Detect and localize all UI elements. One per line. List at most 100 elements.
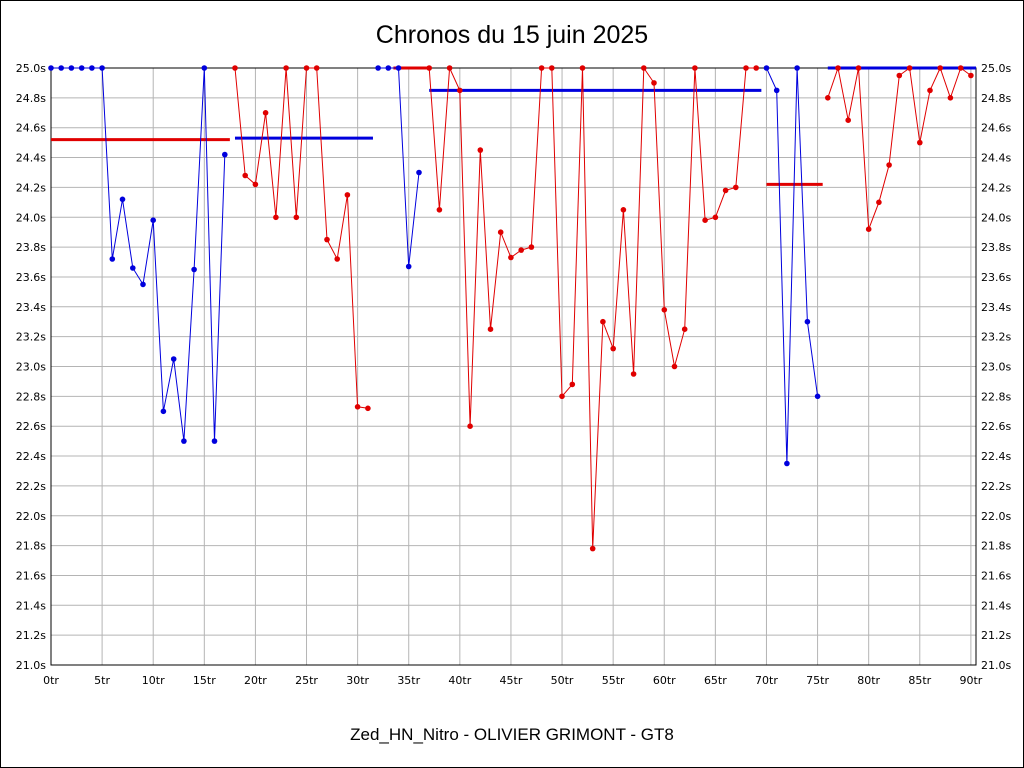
y-axis-tick-label-right: 25.0s (981, 62, 1011, 75)
x-axis-tick-label: 45tr (500, 674, 523, 687)
data-point-red (620, 207, 627, 213)
data-point-blue (784, 460, 790, 467)
data-point-red (937, 65, 943, 71)
chart-title: Chronos du 15 juin 2025 (375, 21, 649, 49)
data-point-blue (89, 65, 95, 71)
data-point-red (712, 214, 719, 221)
data-point-red (733, 184, 739, 191)
y-axis-tick-label-right: 21.4s (981, 599, 1011, 612)
data-point-red (589, 545, 596, 552)
data-point-red (835, 65, 841, 71)
data-point-red (518, 247, 524, 253)
data-point-blue (119, 196, 126, 203)
data-point-red (242, 172, 248, 179)
chart-footer: Zed_HN_Nitro - OLIVIER GRIMONT - GT8 (350, 725, 674, 744)
series-chrono-rouge (232, 65, 974, 552)
data-point-red (651, 80, 657, 86)
y-axis-tick-label-right: 23.4s (981, 301, 1011, 314)
plot-border (50, 67, 977, 666)
data-point-red (334, 256, 341, 262)
data-point-red (365, 405, 371, 412)
data-point-red (232, 65, 238, 71)
data-point-blue (160, 408, 167, 415)
data-point-red (876, 199, 882, 206)
data-point-red (283, 65, 289, 71)
data-point-blue (170, 356, 177, 362)
data-point-red (906, 65, 913, 71)
data-point-blue (375, 65, 381, 71)
y-axis-tick-label-right: 22.4s (981, 450, 1011, 463)
y-axis-tick-label-left: 22.0s (16, 510, 46, 523)
data-point-red (743, 65, 749, 71)
x-axis-tick-label: 50tr (551, 674, 574, 687)
data-point-red (917, 139, 923, 146)
x-axis-tick-label: 90tr (959, 674, 982, 687)
y-axis-tick-label-left: 23.4s (16, 301, 46, 314)
data-point-red (303, 65, 310, 71)
data-point-blue (804, 318, 811, 325)
data-point-blue (78, 65, 85, 71)
y-axis-tick-label-right: 23.2s (981, 331, 1011, 344)
data-point-red (487, 326, 494, 333)
data-point-blue (140, 281, 146, 288)
data-point-red (436, 207, 443, 213)
data-point-red (313, 65, 320, 71)
data-point-red (569, 381, 576, 388)
series-line-red (234, 67, 368, 409)
y-axis-tick-label-right: 21.6s (981, 569, 1011, 582)
data-point-blue (109, 256, 116, 262)
series-line-red (428, 66, 757, 549)
data-point-red (753, 65, 759, 71)
data-point-red (845, 117, 851, 123)
data-point-red (457, 87, 463, 94)
data-point-red (273, 214, 279, 221)
series-line-blue (51, 67, 226, 442)
data-point-blue (773, 87, 780, 94)
x-axis-tick-label: 60tr (653, 674, 676, 687)
data-point-blue (416, 169, 422, 176)
x-axis-tick-label: 65tr (704, 674, 727, 687)
data-point-blue (211, 438, 218, 444)
data-point-red (681, 326, 688, 333)
y-axis-tick-label-left: 22.8s (16, 390, 46, 403)
y-axis-tick-label-left: 21.4s (16, 599, 46, 612)
data-point-blue (814, 393, 821, 400)
y-axis-tick-label-right: 22.8s (981, 390, 1011, 403)
x-axis-tick-label: 75tr (806, 674, 829, 687)
data-point-red (927, 87, 933, 94)
data-point-blue (201, 65, 208, 71)
data-point-red (293, 214, 300, 221)
data-point-red (497, 229, 504, 235)
x-axis-tick-label: 5tr (94, 674, 110, 687)
data-point-red (957, 65, 964, 71)
x-axis-tick-label: 10tr (142, 674, 165, 687)
data-point-red (344, 192, 351, 198)
data-point-red (671, 363, 678, 370)
series-line-red (827, 66, 972, 230)
y-axis-tick-label-left: 21.0s (16, 659, 46, 672)
y-axis-tick-label-left: 25.0s (16, 62, 46, 75)
data-point-blue (130, 265, 136, 271)
y-axis-tick-label-right: 22.2s (981, 480, 1011, 493)
data-point-red (896, 72, 903, 79)
data-point-red (426, 65, 433, 71)
data-point-blue (150, 217, 156, 223)
data-point-red (855, 65, 862, 71)
y-axis-tick-label-left: 23.6s (16, 271, 46, 284)
y-axis-tick-label-right: 22.6s (981, 420, 1011, 433)
data-point-red (886, 162, 892, 168)
data-point-red (579, 65, 586, 71)
data-point-blue (395, 65, 402, 71)
y-axis-tick-label-left: 24.8s (16, 92, 46, 105)
data-point-red (630, 371, 637, 377)
data-point-red (702, 217, 708, 223)
data-point-red (865, 226, 872, 232)
y-axis-tick-label-right: 24.4s (981, 152, 1011, 165)
y-axis-tick-label-left: 23.0s (16, 361, 46, 374)
data-point-blue (405, 263, 412, 270)
y-axis-tick-label-right: 21.0s (981, 659, 1011, 672)
data-point-blue (68, 65, 75, 71)
data-point-red (692, 65, 698, 71)
